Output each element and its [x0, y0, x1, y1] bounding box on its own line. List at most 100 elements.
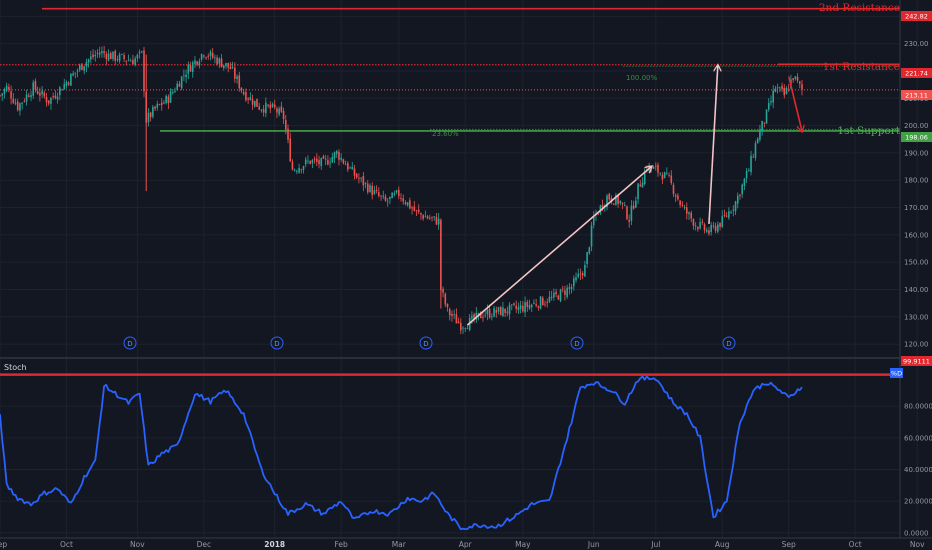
- candle-body-264: [584, 264, 586, 277]
- candle-body-94: [207, 56, 210, 57]
- candle-body-125: [276, 108, 278, 113]
- candle-body-92: [203, 55, 205, 57]
- price-tick-label-10: 140.00: [904, 286, 929, 294]
- candle-body-170: [375, 189, 378, 191]
- candle-body-239: [528, 305, 531, 309]
- candle-body-194: [429, 217, 431, 219]
- candle-body-17: [36, 91, 39, 94]
- candle-body-238: [526, 301, 529, 307]
- candle-body-48: [105, 53, 108, 60]
- candle-body-160: [353, 168, 356, 176]
- candle-body-6: [12, 98, 15, 103]
- grid: [0, 0, 918, 538]
- candle-body-181: [400, 198, 402, 199]
- time-tick-label-10: Jul: [650, 540, 660, 549]
- candle-body-5: [10, 91, 12, 99]
- candle-body-88: [194, 60, 196, 64]
- candle-body-246: [544, 303, 546, 305]
- price-tick-label-7: 170.00: [904, 204, 929, 212]
- candle-body-156: [344, 164, 347, 166]
- candle-body-41: [90, 56, 92, 60]
- candle-body-350: [774, 88, 777, 92]
- candle-body-285: [630, 205, 633, 221]
- stoch-line[interactable]: [0, 375, 803, 531]
- candle-body-305: [674, 195, 677, 197]
- candle-body-143: [316, 158, 318, 162]
- candle-body-221: [488, 308, 491, 318]
- candle-body-327: [723, 214, 726, 216]
- candle-body-356: [787, 89, 790, 90]
- candle-body-102: [225, 63, 227, 67]
- candle-body-213: [471, 315, 473, 319]
- candle-body-37: [81, 63, 83, 70]
- candle-body-157: [347, 163, 349, 170]
- stoch-tick-label-2: 40.0000: [904, 466, 932, 474]
- candle-body-209: [462, 327, 464, 329]
- price-tick-label-8: 160.00: [904, 231, 929, 239]
- candle-body-189: [417, 209, 420, 212]
- candle-body-35: [76, 70, 79, 72]
- candle-body-361: [798, 81, 801, 84]
- candle-body-116: [256, 98, 258, 107]
- stoch-d-line: [0, 375, 803, 531]
- time-tick-label-6: Mar: [392, 540, 407, 549]
- candle-body-314: [694, 225, 697, 227]
- candle-body-214: [473, 314, 475, 320]
- candle-body-8: [16, 101, 19, 111]
- candle-body-207: [457, 321, 460, 324]
- candle-body-70: [154, 106, 156, 109]
- candle-body-30: [65, 81, 68, 86]
- candle-body-76: [167, 96, 170, 104]
- candle-body-275: [608, 193, 611, 200]
- candle-body-34: [74, 72, 77, 74]
- time-tick-label-5: Feb: [335, 540, 349, 549]
- candle-body-333: [736, 195, 739, 204]
- candle-body-182: [402, 198, 405, 202]
- candle-body-126: [278, 108, 280, 115]
- svg-text:242.82: 242.82: [905, 13, 928, 21]
- candlestick-series[interactable]: [0, 45, 803, 335]
- candle-body-11: [23, 101, 26, 102]
- candle-body-337: [745, 171, 748, 179]
- candle-body-227: [502, 307, 504, 317]
- annotation-arrows[interactable]: [466, 66, 802, 326]
- candle-body-97: [214, 57, 216, 59]
- candle-body-131: [289, 138, 292, 162]
- candle-body-201: [444, 293, 447, 305]
- candle-body-104: [229, 66, 232, 70]
- candle-body-155: [342, 159, 345, 164]
- candle-body-187: [413, 206, 416, 211]
- candle-body-12: [25, 94, 28, 102]
- candle-body-108: [238, 75, 241, 89]
- candle-body-325: [719, 222, 721, 227]
- candle-body-260: [575, 277, 577, 281]
- candle-body-32: [70, 73, 72, 86]
- candle-body-183: [404, 202, 407, 204]
- candle-body-121: [267, 104, 269, 106]
- candle-body-22: [47, 100, 50, 104]
- candle-body-355: [785, 87, 788, 95]
- time-tick-label-12: Sep: [782, 540, 796, 549]
- candle-body-79: [174, 90, 176, 92]
- candle-body-81: [178, 83, 181, 87]
- dividend-marker-circle-0: [123, 336, 137, 350]
- candle-body-272: [601, 204, 604, 209]
- candle-body-23: [50, 97, 52, 104]
- candle-body-33: [72, 73, 74, 76]
- candle-body-197: [435, 217, 438, 225]
- candle-body-172: [380, 195, 382, 197]
- svg-text:198.06: 198.06: [905, 134, 928, 142]
- candle-body-134: [296, 171, 298, 172]
- candle-body-216: [477, 312, 480, 315]
- stoch-indicator-label[interactable]: Stoch: [4, 363, 27, 372]
- candle-body-149: [329, 162, 331, 164]
- candle-body-65: [143, 50, 145, 92]
- svg-text:99.9111: 99.9111: [903, 358, 930, 366]
- candle-body-85: [187, 64, 190, 74]
- candle-body-26: [56, 96, 59, 100]
- candle-body-298: [659, 172, 662, 174]
- candle-body-253: [559, 289, 562, 302]
- candle-body-54: [118, 54, 121, 62]
